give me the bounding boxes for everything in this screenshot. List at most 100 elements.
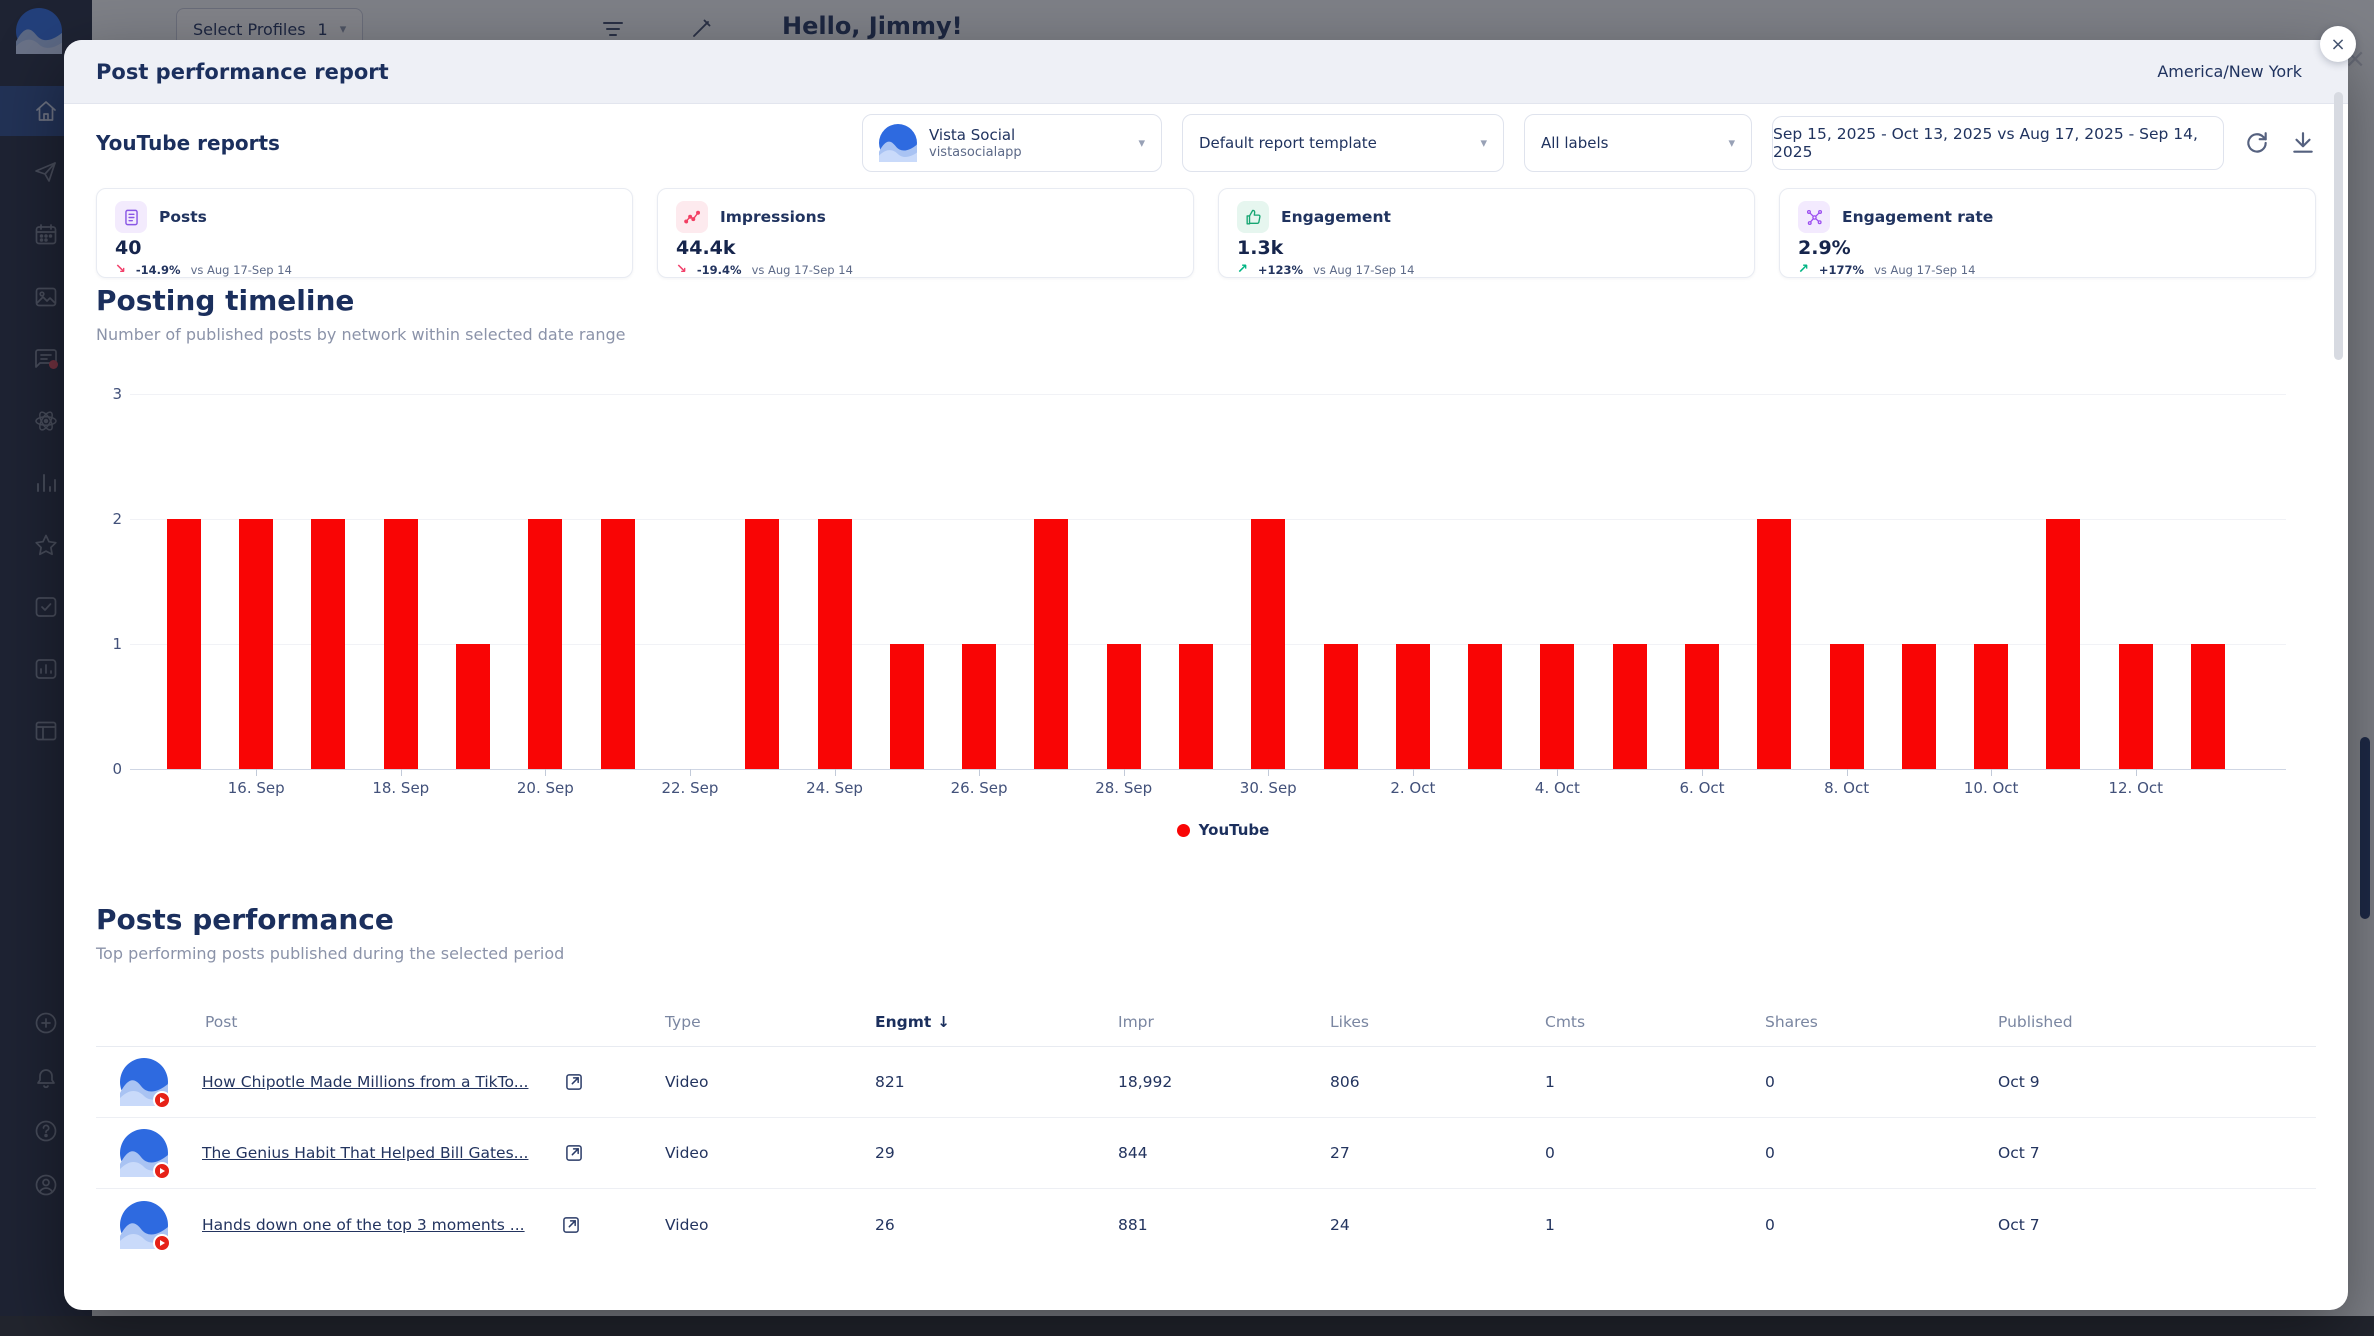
column-header-shares[interactable]: Shares [1765,1012,1818,1031]
post-link[interactable]: How Chipotle Made Millions from a TikTo.… [202,1073,529,1091]
x-tick-label: 20. Sep [516,779,574,797]
column-header-engmt[interactable]: Engmt ↓ [875,1012,950,1031]
youtube-badge-icon [153,1162,171,1180]
timeline-bar[interactable] [1251,519,1286,769]
legend-label: YouTube [1198,821,1270,839]
cell-impr: 844 [1118,1144,1148,1162]
chevron-down-icon: ▾ [1480,135,1487,151]
timeline-bar[interactable] [239,519,274,769]
profile-handle: vistasocialapp [929,144,1022,160]
y-tick-label: 2 [112,510,122,528]
stat-compare: vs Aug 17-Sep 14 [751,262,853,277]
timeline-bar[interactable] [889,644,924,769]
chart-legend: YouTube [96,821,2316,839]
timeline-bar[interactable] [311,519,346,769]
gridline [130,769,2286,770]
timeline-bar[interactable] [1612,644,1647,769]
timeline-bar[interactable] [1974,644,2009,769]
x-tick-label: 30. Sep [1239,779,1297,797]
table-header: Post Type Engmt ↓ Impr Likes Cmts Shares … [96,997,2316,1047]
x-tick-label: 8. Oct [1824,779,1870,797]
column-header-likes[interactable]: Likes [1330,1012,1369,1031]
x-tick-label: 10. Oct [1963,779,2019,797]
trend-arrow-icon: ↘ [115,262,126,277]
x-tick-mark [2135,769,2137,776]
timeline-bar[interactable] [1106,644,1141,769]
timeline-bar[interactable] [456,644,491,769]
youtube-legend-dot [1176,823,1190,837]
timeline-bar[interactable] [1323,644,1358,769]
timeline-bar[interactable] [2191,644,2226,769]
y-tick-label: 1 [112,635,122,653]
table-row: The Genius Habit That Helped Bill Gates.… [96,1118,2316,1189]
post-link[interactable]: The Genius Habit That Helped Bill Gates.… [202,1144,529,1162]
x-tick-mark [1991,769,1993,776]
timeline-bar[interactable] [1757,519,1792,769]
modal-scrollbar[interactable] [2334,92,2343,360]
stat-label: Impressions [720,208,826,226]
x-tick-label: 24. Sep [806,779,863,797]
x-tick-mark [1123,769,1125,776]
modal-title: Post performance report [96,59,389,84]
column-header-post[interactable]: Post [205,1012,238,1031]
cell-engmt: 821 [875,1073,905,1091]
modal-header: Post performance report America/New York [64,40,2348,104]
cell-shares: 0 [1765,1073,1775,1091]
x-tick-mark [834,769,836,776]
timeline-bar[interactable] [962,644,997,769]
x-tick-label: 6. Oct [1679,779,1725,797]
timeline-bar[interactable] [383,519,418,769]
labels-value: All labels [1541,134,1609,152]
profile-name: Vista Social [929,126,1016,145]
column-header-type[interactable]: Type [665,1012,701,1031]
external-link-icon[interactable] [564,1143,584,1163]
x-tick-label: 12. Oct [2108,779,2164,797]
cell-likes: 806 [1330,1073,1360,1091]
column-header-cmts[interactable]: Cmts [1545,1012,1586,1031]
column-header-published[interactable]: Published [1998,1012,2073,1031]
cell-cmts: 1 [1545,1073,1555,1091]
timeline-bar[interactable] [1468,644,1503,769]
post-link[interactable]: Hands down one of the top 3 moments ... [202,1215,525,1234]
stat-card-posts: Posts 40 ↘ -14.9% vs Aug 17-Sep 14 [96,188,633,278]
external-link-icon[interactable] [564,1072,584,1092]
labels-select[interactable]: All labels ▾ [1524,114,1752,172]
posting-timeline-chart: 3 2 1 0 [96,385,2316,778]
cell-impr: 881 [1118,1215,1148,1234]
x-tick-mark [1268,769,1270,776]
chevron-down-icon: ▾ [1138,135,1145,151]
timeline-bar[interactable] [1829,644,1864,769]
x-tick-mark [1846,769,1848,776]
timeline-bar[interactable] [2046,519,2081,769]
cell-type: Video [665,1073,709,1091]
date-range-picker[interactable]: Sep 15, 2025 - Oct 13, 2025 vs Aug 17, 2… [1772,116,2224,170]
refresh-icon[interactable] [2244,130,2270,156]
timeline-bar[interactable] [600,519,635,769]
timeline-bar[interactable] [2118,644,2153,769]
timeline-bar[interactable] [528,519,563,769]
timeline-bar[interactable] [745,519,780,769]
stat-card-engagement: Engagement 1.3k ↗ +123% vs Aug 17-Sep 14 [1218,188,1755,278]
close-button[interactable]: × [2320,26,2356,62]
cell-published: Oct 7 [1998,1215,2040,1234]
timeline-bar[interactable] [1540,644,1575,769]
timeline-bar[interactable] [166,519,201,769]
download-icon[interactable] [2290,130,2316,156]
timeline-bar[interactable] [1034,519,1069,769]
timeline-bar[interactable] [1901,644,1936,769]
cell-likes: 24 [1330,1215,1350,1234]
timeline-bar[interactable] [1685,644,1719,769]
profile-select[interactable]: Vista Social vistasocialapp ▾ [862,114,1162,172]
report-template-select[interactable]: Default report template ▾ [1182,114,1504,172]
close-icon: × [2330,33,2346,55]
x-tick-mark [545,769,547,776]
external-link-icon[interactable] [561,1215,581,1235]
timeline-bar[interactable] [1395,644,1430,769]
timeline-bar[interactable] [1178,644,1213,769]
cell-likes: 27 [1330,1144,1350,1162]
section-title: YouTube reports [96,131,280,155]
x-tick-mark [1557,769,1559,776]
timeline-bar[interactable] [817,519,852,769]
x-tick-label: 26. Sep [950,779,1008,797]
column-header-impr[interactable]: Impr [1118,1012,1154,1031]
